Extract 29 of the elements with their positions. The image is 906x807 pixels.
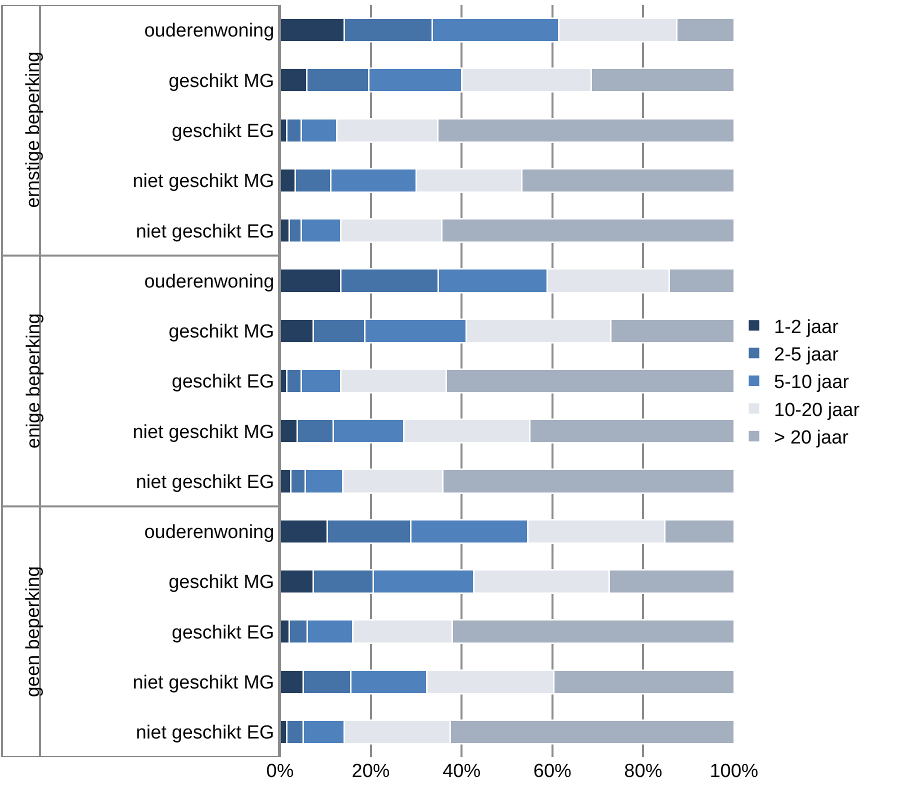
x-tick-label: 20% — [352, 761, 390, 782]
y-tick-label: geschikt MG — [168, 322, 274, 343]
text: ernstige beperking — [23, 52, 44, 208]
text: geen beperking — [22, 566, 44, 698]
text: enige beperking — [24, 313, 44, 448]
y-tick-label: niet geschikt EG — [136, 221, 274, 242]
y-tick-label: geschikt MG — [168, 572, 274, 594]
x-tick-label: 60% — [533, 761, 572, 782]
x-tick-label: 100% — [710, 761, 758, 782]
legend-label: 10-20 jaar — [774, 400, 860, 421]
y-tick-label: niet geschikt EG — [136, 472, 274, 493]
x-tick-label: 80% — [624, 761, 662, 782]
x-tick-label: 40% — [442, 761, 481, 782]
legend-label: 1-2 jaar — [774, 316, 840, 338]
y-tick-label: geschikt EG — [172, 120, 274, 142]
y-tick-label: ouderenwoning — [144, 271, 274, 292]
y-tick-label: geschikt EG — [172, 622, 274, 644]
y-tick-label: niet geschikt EG — [136, 722, 274, 744]
y-tick-label: ouderenwoning — [144, 522, 274, 544]
y-tick-label: niet geschikt MG — [132, 422, 274, 443]
y-tick-label: niet geschikt MG — [132, 171, 274, 192]
y-tick-label: geschikt EG — [172, 372, 274, 393]
y-tick-label: geschikt MG — [168, 70, 274, 92]
y-tick-label: niet geschikt MG — [132, 672, 274, 694]
legend-label: 5-10 jaar — [774, 372, 850, 394]
legend-label: 2-5 jaar — [774, 344, 840, 366]
x-tick-label: 0% — [266, 761, 294, 782]
y-tick-label: ouderenwoning — [144, 20, 274, 42]
legend-label: > 20 jaar — [774, 428, 850, 449]
